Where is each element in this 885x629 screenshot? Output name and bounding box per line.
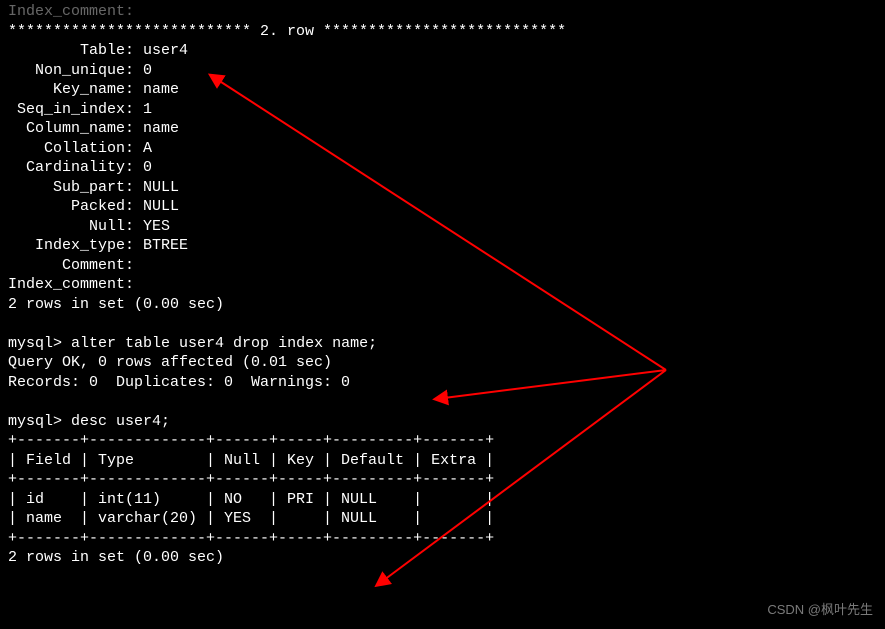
query-ok-line: Query OK, 0 rows affected (0.01 sec)	[8, 353, 877, 373]
mysql-prompt: mysql>	[8, 335, 62, 352]
field-value: BTREE	[143, 237, 188, 254]
field-value: NULL	[143, 179, 179, 196]
table-border-top: +-------+-------------+------+-----+----…	[8, 431, 877, 451]
index-field-line: Non_unique: 0	[8, 61, 877, 81]
index-field-line: Table: user4	[8, 41, 877, 61]
field-label: Comment	[8, 256, 125, 276]
mysql-command-2: mysql> desc user4;	[8, 412, 877, 432]
field-value: YES	[143, 218, 170, 235]
field-label: Cardinality	[8, 158, 125, 178]
mysql-prompt: mysql>	[8, 413, 62, 430]
command-text-1: alter table user4 drop index name;	[71, 335, 377, 352]
index-field-line: Sub_part: NULL	[8, 178, 877, 198]
field-label: Non_unique	[8, 61, 125, 81]
command-text-2: desc user4;	[71, 413, 170, 430]
index-field-line: Null: YES	[8, 217, 877, 237]
table-row: | name | varchar(20) | YES | | NULL | |	[8, 509, 877, 529]
table-header-row: | Field | Type | Null | Key | Default | …	[8, 451, 877, 471]
field-value: A	[143, 140, 152, 157]
index-field-line: Comment:	[8, 256, 877, 276]
field-value: 0	[143, 159, 152, 176]
field-label: Index_comment	[8, 275, 125, 295]
field-label: Column_name	[8, 119, 125, 139]
index-field-line: Cardinality: 0	[8, 158, 877, 178]
field-value: user4	[143, 42, 188, 59]
field-value: 1	[143, 101, 152, 118]
index-field-line: Seq_in_index: 1	[8, 100, 877, 120]
field-value: name	[143, 81, 179, 98]
table-border-mid: +-------+-------------+------+-----+----…	[8, 470, 877, 490]
index-field-line: Column_name: name	[8, 119, 877, 139]
field-label: Index_type	[8, 236, 125, 256]
field-label: Packed	[8, 197, 125, 217]
field-value: 0	[143, 62, 152, 79]
top-cut-line: Index_comment:	[8, 2, 877, 22]
field-value: NULL	[143, 198, 179, 215]
field-label: Seq_in_index	[8, 100, 125, 120]
index-field-line: Packed: NULL	[8, 197, 877, 217]
table-data-rows: | id | int(11) | NO | PRI | NULL | || na…	[8, 490, 877, 529]
field-label: Collation	[8, 139, 125, 159]
field-label: Null	[8, 217, 125, 237]
blank-line-1	[8, 314, 877, 334]
index-field-line: Key_name: name	[8, 80, 877, 100]
blank-line-2	[8, 392, 877, 412]
csdn-watermark: CSDN @枫叶先生	[767, 602, 873, 619]
index-field-line: Index_type: BTREE	[8, 236, 877, 256]
index-field-line: Collation: A	[8, 139, 877, 159]
field-label: Table	[8, 41, 125, 61]
index-fields-block: Table: user4Non_unique: 0Key_name: nameS…	[8, 41, 877, 295]
table-border-bottom: +-------+-------------+------+-----+----…	[8, 529, 877, 549]
row-header: *************************** 2. row *****…	[8, 22, 877, 42]
records-line: Records: 0 Duplicates: 0 Warnings: 0	[8, 373, 877, 393]
table-row: | id | int(11) | NO | PRI | NULL | |	[8, 490, 877, 510]
field-label: Key_name	[8, 80, 125, 100]
field-value: name	[143, 120, 179, 137]
result-rows-set-2: 2 rows in set (0.00 sec)	[8, 548, 877, 568]
mysql-command-1: mysql> alter table user4 drop index name…	[8, 334, 877, 354]
field-label: Sub_part	[8, 178, 125, 198]
result-rows-set-1: 2 rows in set (0.00 sec)	[8, 295, 877, 315]
index-field-line: Index_comment:	[8, 275, 877, 295]
